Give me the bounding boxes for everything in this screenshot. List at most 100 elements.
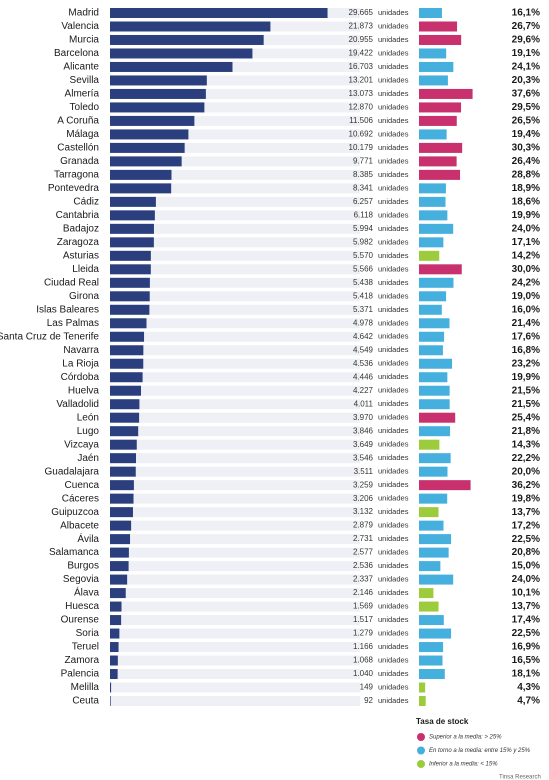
category-label: Granada — [60, 156, 99, 167]
rate-bar — [419, 493, 448, 504]
bar — [110, 210, 155, 221]
unit-label: unidades — [378, 197, 409, 206]
row-band — [110, 277, 360, 288]
category-label: Guadalajara — [45, 466, 100, 477]
category-label: Barcelona — [54, 48, 99, 59]
source: Tinsa Research — [499, 775, 541, 780]
unit-label: unidades — [378, 602, 409, 611]
rate-label: 20,3% — [512, 75, 540, 86]
category-label: Albacete — [60, 520, 99, 531]
legend-swatch — [417, 746, 425, 755]
row-band — [110, 588, 360, 599]
rate-bar — [419, 156, 457, 167]
bar — [110, 696, 111, 706]
row-band — [110, 88, 360, 99]
value-label: 92 — [364, 696, 373, 705]
row-band — [110, 237, 360, 248]
unit-label: unidades — [378, 561, 409, 570]
rate-bar — [419, 210, 448, 221]
row-band — [110, 75, 360, 86]
rate-label: 20,0% — [512, 466, 540, 477]
rate-bar — [419, 574, 454, 585]
rate-label: 19,8% — [512, 493, 540, 504]
unit-label: unidades — [378, 453, 409, 462]
rate-label: 10,1% — [512, 588, 540, 599]
bar — [110, 156, 182, 167]
value-label: 3.511 — [354, 467, 374, 476]
value-label: 5.994 — [353, 224, 374, 233]
rate-bar — [419, 345, 443, 356]
rate-label: 26,5% — [512, 116, 540, 127]
bar — [110, 331, 145, 342]
value-label: 2.337 — [353, 575, 374, 584]
unit-label: unidades — [378, 696, 409, 705]
unit-label: unidades — [378, 89, 409, 98]
rate-bar — [419, 399, 450, 410]
bar — [110, 466, 136, 477]
category-label: Murcia — [69, 35, 99, 46]
row-band — [110, 115, 360, 126]
value-label: 10.692 — [349, 130, 374, 139]
bar — [110, 453, 137, 464]
value-label: 3.259 — [353, 480, 374, 489]
legend-swatch — [417, 733, 425, 741]
value-label: 4.549 — [353, 345, 374, 354]
value-label: 1.569 — [353, 602, 374, 611]
row-band — [110, 304, 360, 315]
row-band — [110, 696, 360, 706]
bar — [110, 561, 129, 572]
rate-bar — [419, 250, 440, 261]
row-band — [110, 156, 360, 167]
bar — [110, 358, 144, 369]
category-label: Huesca — [65, 601, 99, 612]
value-label: 2.146 — [353, 588, 374, 597]
value-label: 3.546 — [353, 453, 374, 462]
bar — [110, 129, 189, 140]
row-band — [110, 169, 360, 180]
unit-label: unidades — [378, 291, 409, 300]
row-band — [110, 615, 360, 626]
category-label: Tarragona — [54, 170, 99, 181]
rate-bar — [419, 628, 452, 639]
legend-title: Tasa de stock — [416, 717, 469, 726]
rate-bar — [419, 696, 426, 706]
rate-label: 17,2% — [512, 520, 540, 531]
rate-bar — [419, 642, 444, 653]
rate-bar — [419, 480, 471, 491]
rate-label: 16,8% — [512, 345, 540, 356]
bar — [110, 574, 128, 585]
rate-label: 13,7% — [512, 601, 540, 612]
bar — [110, 237, 154, 248]
category-label: Castellón — [57, 143, 99, 154]
rate-label: 22,5% — [512, 628, 540, 639]
category-label: Guipuzcoa — [51, 507, 99, 518]
rate-label: 19,1% — [512, 48, 540, 59]
unit-label: unidades — [378, 102, 409, 111]
rate-label: 29,6% — [512, 35, 540, 46]
category-label: Álava — [74, 586, 99, 599]
rate-bar — [419, 318, 450, 329]
rate-label: 36,2% — [512, 480, 540, 491]
category-label: Ávila — [77, 532, 99, 545]
bar — [110, 8, 328, 18]
value-label: 149 — [360, 683, 374, 692]
category-label: Ourense — [61, 615, 100, 626]
category-label: Valladolid — [56, 399, 99, 410]
rate-label: 18,9% — [512, 183, 540, 194]
rate-label: 24,0% — [512, 223, 540, 234]
rate-bar — [419, 196, 446, 207]
row-band — [110, 507, 360, 518]
rate-bar — [419, 142, 463, 153]
rate-bar — [419, 507, 439, 518]
value-label: 2.731 — [353, 534, 374, 543]
unit-label: unidades — [378, 669, 409, 678]
row-band — [110, 102, 360, 113]
rate-bar — [419, 453, 451, 464]
rate-label: 4,7% — [517, 696, 540, 707]
rate-label: 14,2% — [512, 250, 540, 261]
value-label: 1.068 — [353, 656, 374, 665]
unit-label: unidades — [378, 62, 409, 71]
unit-label: unidades — [378, 682, 409, 691]
row-band — [110, 142, 360, 153]
rate-bar — [419, 615, 444, 626]
